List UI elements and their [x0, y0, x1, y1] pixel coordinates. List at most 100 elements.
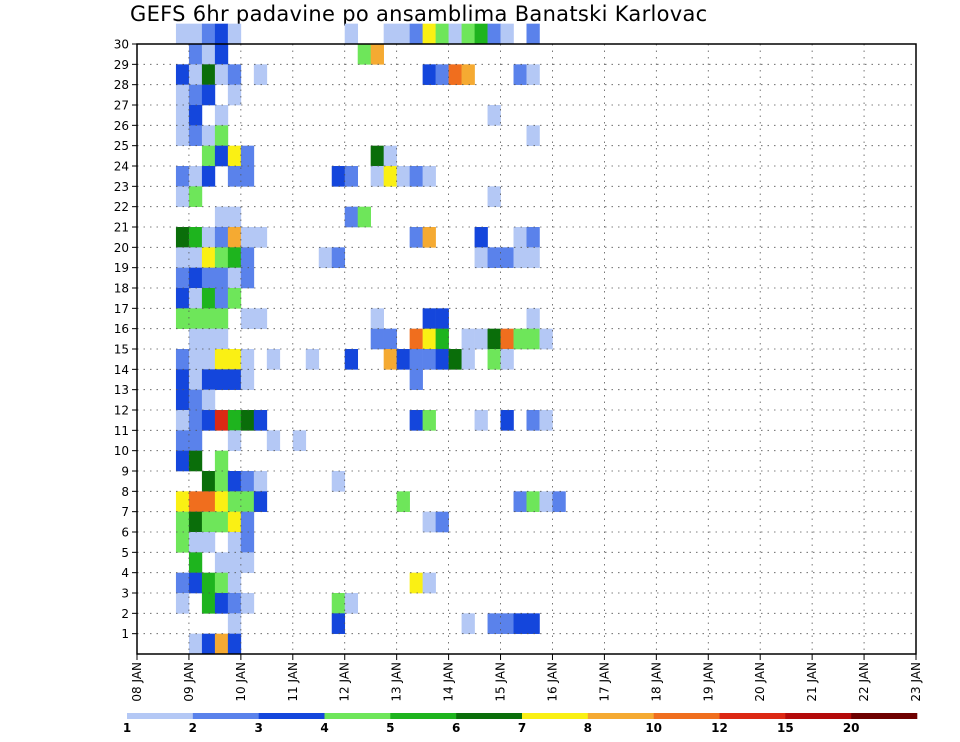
heatmap-cell [227, 491, 242, 512]
legend-label: 6 [452, 721, 460, 735]
heatmap-cell [175, 247, 190, 268]
heatmap-cell [175, 166, 190, 187]
heatmap-cell [188, 572, 203, 594]
x-tick-label: 22 JAN [857, 662, 871, 702]
heatmap-cell [435, 328, 449, 350]
heatmap-cell [227, 552, 242, 573]
heatmap-cell [435, 64, 449, 85]
heatmap-cell [240, 267, 255, 289]
legend-swatch [851, 713, 918, 719]
heatmap-cell [188, 64, 203, 85]
heatmap-cell [175, 105, 190, 126]
heatmap-cell [487, 105, 501, 126]
heatmap-cell [188, 247, 203, 268]
heatmap-cell [396, 349, 410, 370]
legend-label: 1 [123, 721, 131, 735]
heatmap-cell [175, 227, 190, 248]
heatmap-cell [201, 532, 216, 553]
grid-layer [137, 43, 916, 654]
heatmap-cell [214, 572, 229, 594]
y-tick-label: 25 [114, 139, 129, 153]
heatmap-cell [383, 23, 397, 45]
heatmap-cell [513, 247, 527, 268]
heatmap-cell [331, 593, 346, 614]
y-tick-label: 29 [114, 58, 129, 72]
heatmap-cell [214, 328, 229, 350]
y-tick-label: 4 [121, 566, 129, 580]
heatmap-cell [253, 227, 268, 248]
heatmap-cell [227, 288, 242, 309]
heatmap-cell [305, 349, 320, 370]
heatmap-cell [409, 328, 423, 350]
heatmap-cell [383, 328, 397, 350]
heatmap-cell [240, 166, 255, 187]
y-tick-label: 10 [114, 444, 129, 458]
heatmap-cell [201, 389, 216, 411]
heatmap-cell [201, 572, 216, 594]
color-legend: 1 2 3 4 5 6 7 8 10 12 15 20 [123, 713, 918, 735]
heatmap-cell [370, 328, 384, 350]
y-axis: 1234567891011121314151617181920212223242… [114, 38, 137, 641]
heatmap-cell [214, 349, 229, 370]
heatmap-cell [435, 349, 449, 370]
heatmap-cell [227, 206, 242, 228]
x-tick-label: 20 JAN [753, 662, 767, 702]
legend-label: 7 [518, 721, 526, 735]
heatmap-cell [227, 511, 242, 533]
heatmap-cell [214, 206, 229, 228]
heatmap-cell [240, 247, 255, 268]
y-tick-label: 26 [114, 119, 129, 133]
heatmap-cell [188, 633, 203, 655]
heatmap-cell [500, 349, 514, 370]
heatmap-cell [487, 23, 501, 45]
heatmap-cell [201, 23, 216, 45]
heatmap-cell [409, 349, 423, 370]
x-tick-label: 13 JAN [390, 662, 404, 702]
heatmap-cell [201, 247, 216, 268]
heatmap-cell [552, 491, 566, 512]
heatmap-cell [396, 491, 410, 512]
heatmap-cell [227, 267, 242, 289]
heatmap-cell [175, 491, 190, 512]
heatmap-cell [188, 491, 203, 512]
heatmap-cell [409, 227, 423, 248]
heatmap-cell [214, 227, 229, 248]
heatmap-cell [214, 450, 229, 472]
y-tick-label: 15 [114, 343, 129, 357]
heatmap-cell [227, 247, 242, 268]
heatmap-cell [188, 369, 203, 390]
heatmap-cell [214, 23, 229, 45]
heatmap-cell [422, 572, 436, 594]
heatmap-cell [474, 23, 488, 45]
heatmap-cell [201, 471, 216, 492]
heatmap-cell [383, 166, 397, 187]
heatmap-cell [461, 64, 475, 85]
heatmap-cell [396, 166, 410, 187]
heatmap-cell [526, 23, 540, 45]
legend-label: 4 [320, 721, 328, 735]
heatmap-cell [175, 450, 190, 472]
heatmap-cell [487, 613, 501, 634]
heatmap-cell [201, 308, 216, 329]
y-tick-label: 9 [121, 465, 129, 479]
heatmap-cell [487, 186, 501, 207]
legend-swatch [653, 713, 720, 719]
heatmap-cell [227, 613, 242, 634]
heatmap-cell [526, 227, 540, 248]
heatmap-cell [201, 145, 216, 167]
heatmap-cell [227, 64, 242, 85]
heatmap-cell [370, 145, 384, 167]
heatmap-cell [474, 410, 488, 431]
heatmap-cell [448, 349, 462, 370]
heatmap-cell [344, 206, 359, 228]
heatmap-cell [214, 471, 229, 492]
heatmap-cell [461, 23, 475, 45]
heatmap-cell [240, 349, 255, 370]
legend-swatch [719, 713, 786, 719]
x-tick-label: 12 JAN [338, 662, 352, 702]
heatmap-cell [461, 328, 475, 350]
legend-label: 20 [843, 721, 860, 735]
heatmap-cell [370, 166, 384, 187]
heatmap-cell [175, 288, 190, 309]
